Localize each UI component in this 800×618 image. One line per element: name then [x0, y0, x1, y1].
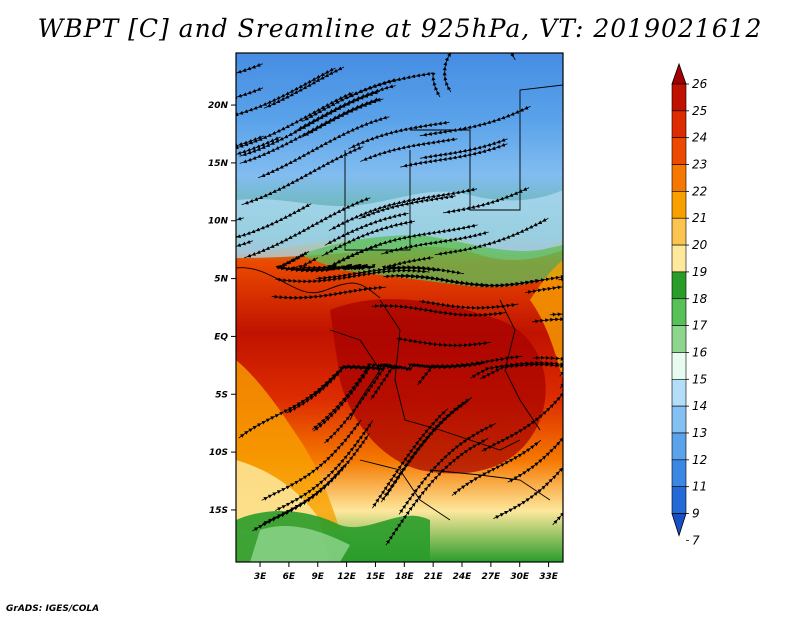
colorbar: 26 25 24 23 22 21 20 19 18 17 16 15 14 13 12 11 9 7	[671, 62, 708, 547]
colorbar-label: 12	[692, 453, 707, 467]
streamline	[236, 235, 239, 238]
colorbar-segment	[671, 217, 687, 246]
map-title: WBPT [C] and Sreamline at 925hPa, VT: 20…	[37, 14, 763, 43]
colorbar-label: 22	[692, 184, 707, 198]
colorbar-segment	[671, 271, 687, 300]
streamline	[443, 187, 530, 214]
streamline	[236, 239, 254, 267]
streamline	[552, 406, 563, 526]
colorbar-segment	[671, 459, 687, 487]
colorbar-label: 13	[692, 426, 707, 440]
streamline	[371, 303, 507, 318]
lat-tick-label: 15S	[209, 506, 228, 516]
colorbar-segment	[671, 298, 687, 326]
latitude-axis: 20N 15N 10N 5N EQ 5S 10S 15S	[208, 101, 236, 516]
colorbar-label: 15	[692, 372, 707, 386]
streamline	[324, 211, 409, 246]
lat-tick-label: 15N	[208, 159, 229, 169]
lat-tick-label: 10N	[208, 217, 229, 227]
streamline	[311, 363, 392, 430]
streamline	[532, 317, 563, 330]
colorbar-label: 18	[692, 292, 708, 306]
lat-tick-label: EQ	[214, 332, 228, 342]
country-borders	[236, 84, 563, 521]
colorbar-segment	[671, 325, 687, 353]
streamline	[417, 355, 523, 386]
lon-tick-label: 18E	[395, 572, 415, 582]
lon-tick-label: 33E	[539, 572, 559, 582]
colorbar-label: 24	[692, 131, 707, 145]
colorbar-label: 9	[692, 507, 700, 521]
colorbar-segment	[671, 352, 687, 380]
lon-tick-label: 30E	[510, 572, 530, 582]
streamline	[236, 135, 264, 164]
streamline-layer	[236, 53, 563, 546]
streamline	[241, 145, 364, 206]
colorbar-label: 25	[692, 104, 707, 118]
lon-tick-label: 21E	[424, 572, 444, 582]
map-frame	[235, 52, 564, 563]
colorbar-segment	[671, 486, 687, 514]
streamline	[275, 420, 374, 511]
streamline	[525, 283, 563, 295]
colorbar-label: 19	[692, 265, 707, 279]
streamline	[493, 439, 563, 520]
longitude-axis: 3E 6E 9E 12E 15E 18E 21E 24E 27E 30E 33E	[254, 562, 559, 582]
lat-tick-label: 20N	[208, 101, 229, 111]
colorbar-segment	[671, 405, 687, 434]
streamline	[372, 408, 448, 509]
streamline	[478, 272, 563, 288]
streamline	[263, 66, 345, 109]
lat-tick-label: 10S	[209, 448, 228, 458]
lat-tick-label: 5S	[215, 390, 228, 400]
colorbar-segment	[671, 83, 687, 112]
lon-tick-label: 27E	[482, 572, 502, 582]
temperature-field	[236, 53, 563, 562]
streamline	[559, 363, 563, 389]
streamline	[396, 336, 491, 348]
streamline	[275, 251, 333, 273]
colorbar-segment	[671, 164, 687, 192]
lon-tick-label: 3E	[254, 572, 267, 582]
colorbar-segment	[671, 137, 687, 165]
streamline	[271, 285, 386, 300]
colorbar-label: 26	[692, 77, 708, 91]
streamline	[481, 377, 563, 452]
streamline	[236, 203, 312, 250]
colorbar-top-arrow	[671, 62, 687, 85]
colorbar-segment	[671, 110, 687, 138]
grads-credit: GrADS: IGES/COLA	[6, 604, 100, 614]
colorbar-segment	[671, 432, 687, 461]
colorbar-segment	[671, 244, 687, 273]
streamline	[442, 53, 516, 93]
lon-tick-label: 6E	[283, 572, 296, 582]
colorbar-label: 16	[692, 345, 708, 359]
lon-tick-label: 9E	[312, 572, 325, 582]
colorbar-label: 11	[692, 480, 707, 494]
lon-tick-label: 12E	[337, 572, 357, 582]
streamline	[383, 273, 488, 287]
colorbar-label: 23	[692, 158, 707, 172]
colorbar-label: 21	[692, 211, 707, 225]
streamline	[558, 275, 563, 288]
colorbar-segment	[671, 378, 687, 407]
colorbar-label: 20	[692, 238, 708, 252]
streamline	[419, 105, 531, 137]
colorbar-label: 14	[692, 399, 707, 413]
streamline	[400, 142, 508, 168]
lon-tick-label: 24E	[453, 572, 473, 582]
lat-tick-label: 5N	[214, 275, 228, 285]
lon-tick-label: 15E	[366, 572, 386, 582]
colorbar-bottom-arrow	[671, 513, 687, 537]
colorbar-segment	[671, 191, 687, 219]
colorbar-label: 7	[692, 533, 700, 547]
colorbar-label: 17	[692, 319, 708, 333]
streamline	[532, 355, 563, 370]
